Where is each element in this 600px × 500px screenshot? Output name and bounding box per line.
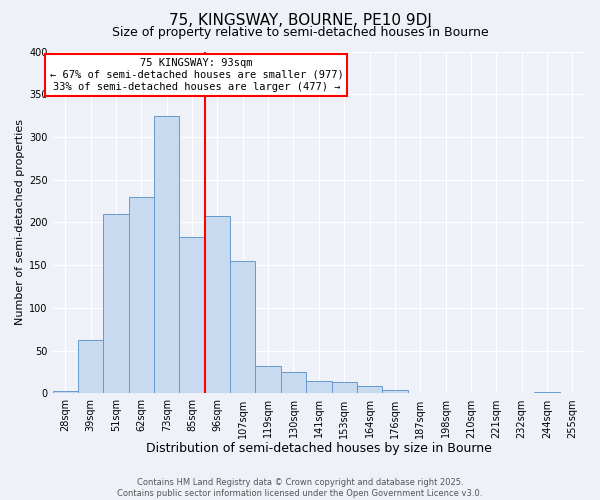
- Bar: [53, 391, 78, 394]
- Text: 75 KINGSWAY: 93sqm
← 67% of semi-detached houses are smaller (977)
33% of semi-d: 75 KINGSWAY: 93sqm ← 67% of semi-detache…: [50, 58, 343, 92]
- Bar: [205, 216, 230, 394]
- Bar: [256, 366, 281, 394]
- Bar: [179, 237, 205, 394]
- Bar: [306, 380, 332, 394]
- Bar: [154, 116, 179, 394]
- Text: Contains HM Land Registry data © Crown copyright and database right 2025.
Contai: Contains HM Land Registry data © Crown c…: [118, 478, 482, 498]
- Y-axis label: Number of semi-detached properties: Number of semi-detached properties: [15, 120, 25, 326]
- Bar: [535, 392, 560, 394]
- Bar: [281, 372, 306, 394]
- Text: Size of property relative to semi-detached houses in Bourne: Size of property relative to semi-detach…: [112, 26, 488, 39]
- Bar: [560, 392, 585, 394]
- Bar: [129, 197, 154, 394]
- Bar: [103, 214, 129, 394]
- Text: 75, KINGSWAY, BOURNE, PE10 9DJ: 75, KINGSWAY, BOURNE, PE10 9DJ: [169, 12, 431, 28]
- Bar: [357, 386, 382, 394]
- X-axis label: Distribution of semi-detached houses by size in Bourne: Distribution of semi-detached houses by …: [146, 442, 492, 455]
- Bar: [332, 382, 357, 394]
- Bar: [230, 261, 256, 394]
- Bar: [78, 340, 103, 394]
- Bar: [382, 390, 407, 394]
